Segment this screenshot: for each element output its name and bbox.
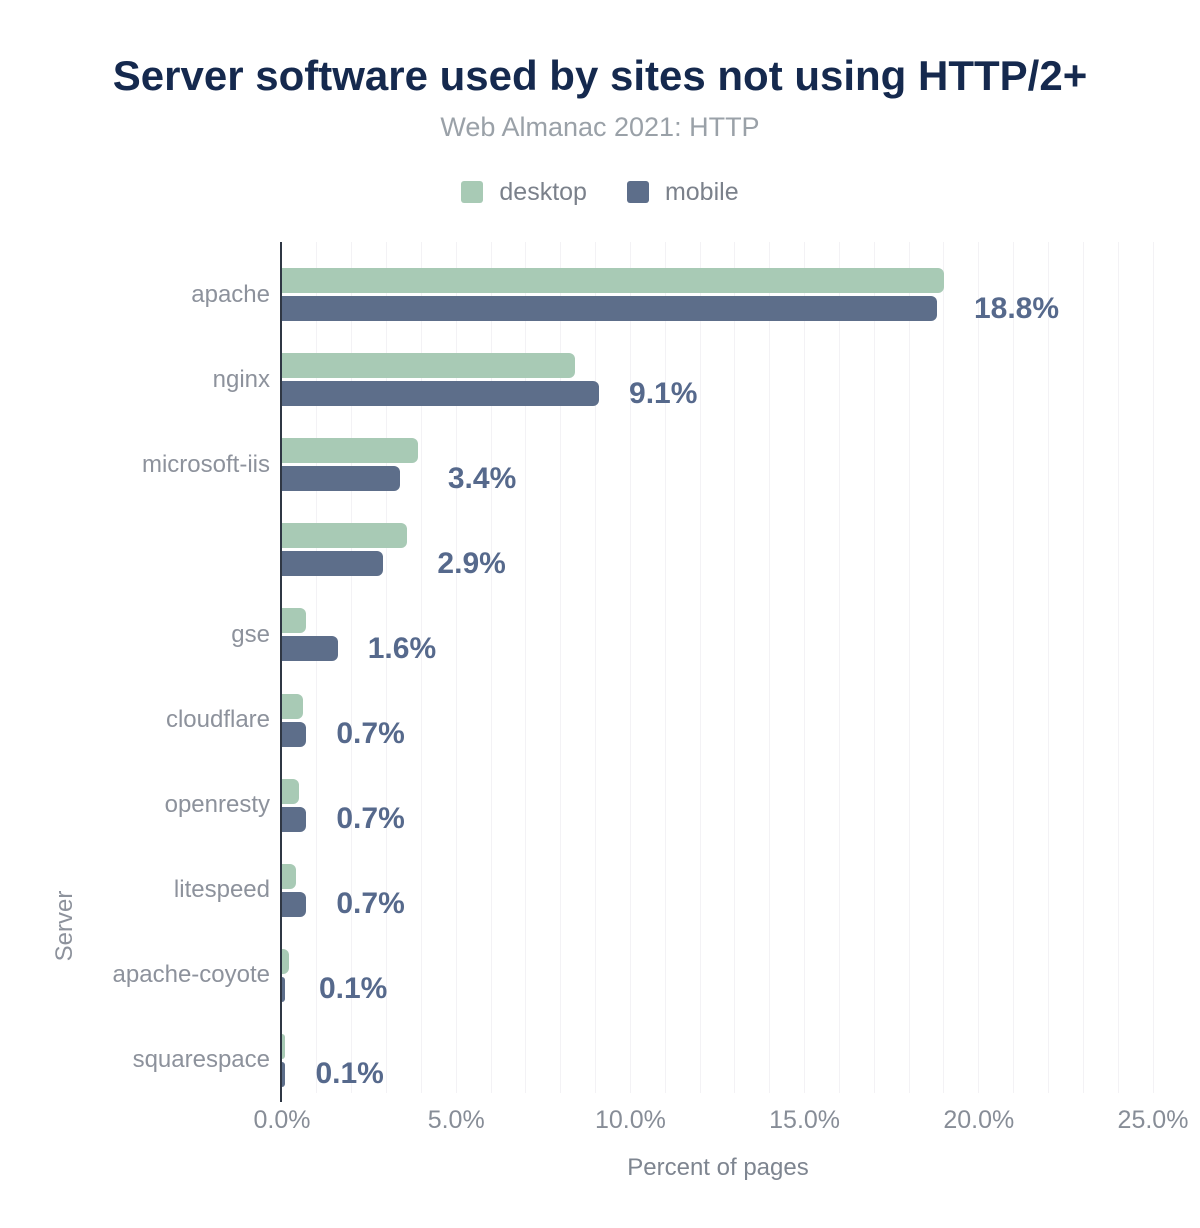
gridline	[1082, 242, 1084, 1093]
legend-swatch-icon	[626, 181, 649, 203]
bar-mobile-gse[interactable]	[282, 636, 338, 662]
x-tick-10.0%: 10.0%	[594, 1106, 666, 1134]
gridline	[1152, 242, 1154, 1093]
value-label-apache-coyote: 0.1%	[318, 972, 388, 1006]
bar-desktop-cloudflare[interactable]	[282, 693, 303, 719]
x-axis-title: Percent of pages	[627, 1154, 809, 1181]
gridline	[769, 242, 771, 1093]
value-label-microsoft-iis: 3.4%	[447, 461, 517, 495]
bar-desktop-apache[interactable]	[282, 268, 944, 293]
gridline	[316, 242, 318, 1093]
y-axis-line	[280, 242, 282, 1102]
category-label-cloudflare: cloudflare	[165, 706, 270, 733]
bar-desktop-blank[interactable]	[282, 523, 408, 549]
bar-desktop-squarespace[interactable]	[282, 1033, 286, 1059]
category-label-gse: gse	[231, 620, 270, 648]
gridline	[978, 242, 980, 1093]
value-label-cloudflare: 0.7%	[336, 717, 405, 750]
gridline	[1047, 242, 1049, 1093]
bar-desktop-openresty[interactable]	[282, 778, 300, 804]
gridline	[629, 242, 631, 1093]
gridline	[699, 242, 701, 1093]
bar-desktop-nginx[interactable]	[282, 353, 575, 379]
category-label-apache-coyote: apache-coyote	[112, 961, 270, 989]
chart-title: Server software used by sites not using …	[112, 52, 1088, 99]
x-tick-5.0%: 5.0%	[427, 1106, 485, 1134]
legend-label: mobile	[664, 177, 739, 206]
bar-mobile-microsoft-iis[interactable]	[282, 466, 401, 492]
gridline	[734, 242, 736, 1093]
bar-desktop-microsoft-iis[interactable]	[282, 438, 418, 464]
y-axis-title: Server	[51, 890, 78, 962]
gridline	[595, 242, 597, 1093]
gridline	[943, 242, 945, 1093]
value-label-nginx: 9.1%	[629, 376, 698, 410]
x-tick-25.0%: 25.0%	[1117, 1106, 1189, 1134]
bar-mobile-squarespace[interactable]	[282, 1061, 286, 1087]
gridline	[1117, 242, 1119, 1093]
gridline	[908, 242, 910, 1093]
value-label-openresty: 0.7%	[336, 802, 405, 836]
category-label-apache: apache	[191, 280, 270, 308]
bar-mobile-cloudflare[interactable]	[282, 721, 307, 747]
category-label-squarespace: squarespace	[132, 1046, 270, 1074]
gridline	[420, 242, 422, 1093]
gridline	[1013, 242, 1015, 1093]
bar-desktop-gse[interactable]	[282, 608, 307, 634]
category-label-nginx: nginx	[212, 365, 270, 393]
chart-subtitle: Web Almanac 2021: HTTP	[440, 112, 760, 142]
gridline	[838, 242, 840, 1093]
gridline	[804, 242, 806, 1093]
gridline	[386, 242, 388, 1093]
gridline	[490, 242, 492, 1093]
x-axis-ticks: 0.0% 5.0% 10.0% 15.0% 20.0% 25.0%	[0, 1106, 1200, 1136]
gridline	[873, 242, 875, 1093]
value-label-gse: 1.6%	[367, 631, 437, 665]
chart-area: Server apache 18.8% nginx 9.1% microsoft-iis…	[0, 242, 1200, 1102]
value-label-litespeed: 0.7%	[336, 887, 405, 921]
legend-swatch-icon	[461, 181, 484, 203]
x-tick-20.0%: 20.0%	[943, 1106, 1015, 1134]
category-label-litespeed: litespeed	[173, 876, 270, 904]
value-label-apache: 18.8%	[973, 291, 1060, 325]
x-tick-15.0%: 15.0%	[769, 1106, 841, 1134]
gridline	[351, 242, 353, 1093]
gridline	[455, 242, 457, 1093]
legend-label: desktop	[499, 177, 587, 206]
gridline	[525, 242, 527, 1093]
x-tick-0.0%: 0.0%	[253, 1106, 311, 1134]
gridline	[560, 242, 562, 1093]
category-label-microsoft-iis: microsoft-iis	[141, 450, 270, 478]
bar-mobile-apache[interactable]	[282, 296, 937, 321]
bar-mobile-blank[interactable]	[282, 551, 384, 577]
value-label-blank: 2.9%	[437, 546, 506, 580]
bar-mobile-openresty[interactable]	[282, 806, 307, 832]
bar-mobile-litespeed[interactable]	[282, 891, 307, 917]
category-label-openresty: openresty	[164, 791, 270, 819]
value-label-squarespace: 0.1%	[315, 1057, 384, 1091]
plot-area	[282, 242, 1154, 1093]
bar-desktop-litespeed[interactable]	[282, 863, 296, 889]
legend-item-desktop: desktop	[461, 178, 587, 207]
bar-mobile-nginx[interactable]	[282, 381, 600, 407]
bar-mobile-apache-coyote[interactable]	[282, 976, 286, 1002]
legend-item-mobile: mobile	[626, 177, 739, 207]
legend: desktop mobile	[0, 178, 1200, 206]
gridline	[664, 242, 666, 1093]
bar-desktop-apache-coyote[interactable]	[282, 948, 289, 974]
